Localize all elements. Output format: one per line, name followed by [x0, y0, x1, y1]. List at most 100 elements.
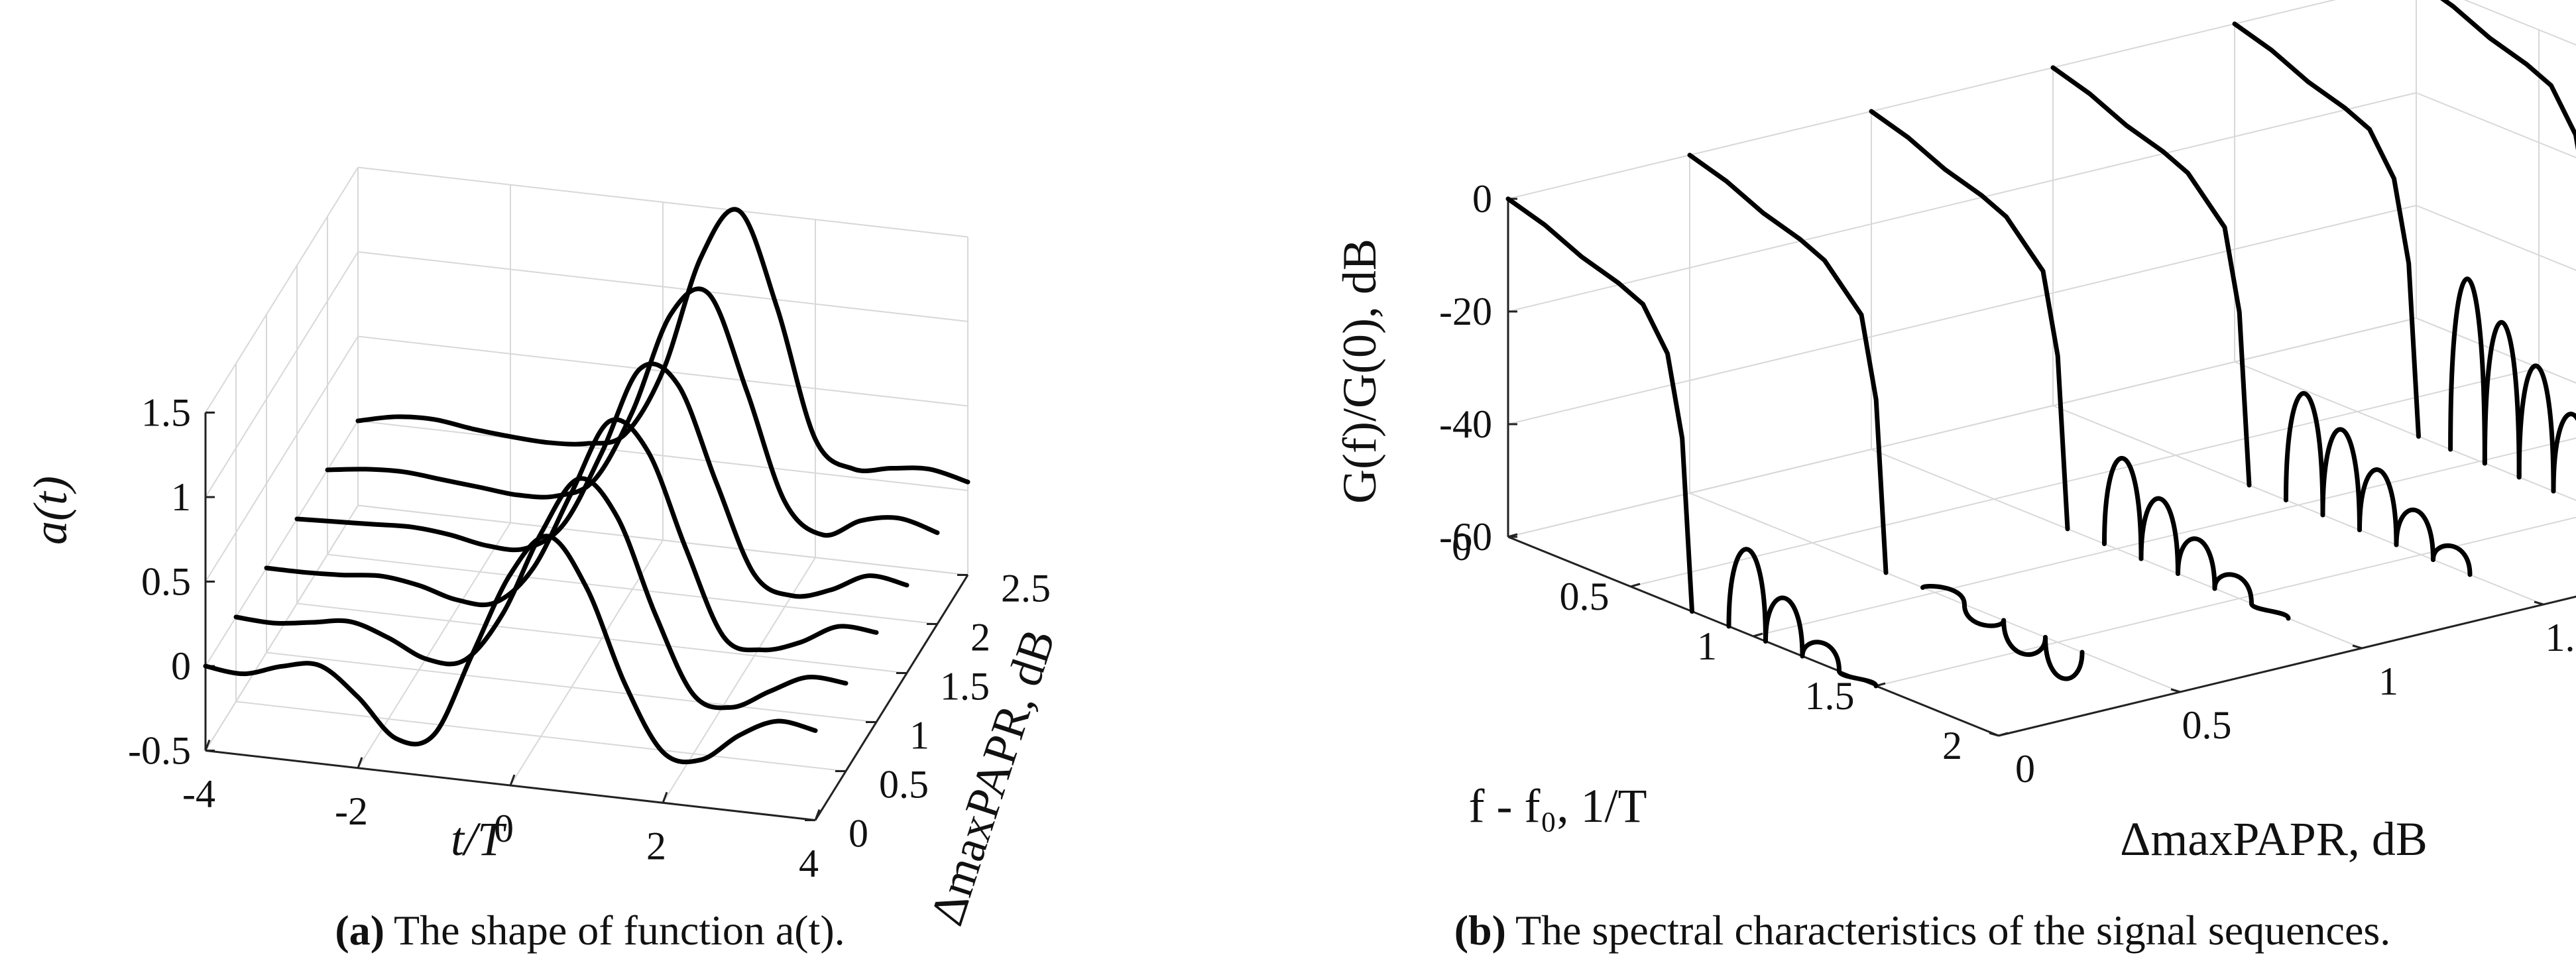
x-tick	[1998, 732, 2009, 737]
series-lobe-b	[2102, 455, 2144, 561]
series-line-a	[233, 476, 849, 710]
caption-b: (b) The spectral characteristics of the s…	[1454, 907, 2391, 954]
x-tick	[814, 809, 821, 821]
z-tick-label: 0	[1472, 177, 1492, 221]
x-tick	[357, 757, 363, 769]
series-lobe-b	[2516, 363, 2556, 494]
x-tick	[662, 791, 668, 803]
series-lobe-b	[2212, 572, 2254, 606]
grid-line	[2416, 92, 2576, 158]
z-tick-label: -20	[1439, 290, 1492, 333]
z-tick-label: 0.5	[141, 560, 191, 604]
series-lobe-b	[2320, 427, 2362, 532]
y-tick	[2534, 600, 2544, 606]
panel-a-xlabel: t/T	[451, 813, 507, 866]
grid-line	[357, 166, 968, 238]
grid-line	[1507, 0, 2337, 199]
series-lobe-b	[2284, 391, 2325, 518]
series-line-a	[264, 417, 879, 653]
y-tick-label: 2	[970, 616, 990, 659]
y-tick-label: 0.5	[879, 763, 929, 807]
z-tick-label: -40	[1439, 402, 1492, 446]
x-tick	[1753, 632, 1763, 638]
x-tick-label: -2	[335, 789, 368, 833]
series-lobe-b	[2551, 412, 2576, 494]
series-lobe-b	[2176, 536, 2217, 591]
series-lobe-b	[2431, 543, 2473, 577]
series-lobe-b	[2394, 507, 2435, 562]
x-tick	[509, 774, 516, 786]
x-tick-label: -4	[182, 772, 215, 816]
grid-line	[2416, 317, 2576, 384]
z-tick-label: -60	[1439, 515, 1492, 559]
y-axis	[1998, 595, 2576, 737]
grid-line	[1507, 92, 2417, 312]
grid-line	[235, 701, 847, 772]
caption-b-text: The spectral characteristics of the sign…	[1515, 907, 2390, 954]
grid-line	[1875, 516, 2576, 687]
caption-a-label: (a)	[335, 907, 384, 954]
y-tick-label: 0.5	[2182, 703, 2232, 747]
panel-b-ylabel: ΔmaxPAPR, dB	[2120, 813, 2428, 866]
series-passband-b	[2050, 65, 2252, 488]
grid-line	[205, 335, 359, 583]
grid-line	[205, 504, 359, 752]
z-tick-label: 1	[171, 475, 191, 519]
panel-a: -0.500.511.5-4 -2 0 2 400.511.522.5	[128, 166, 1051, 885]
y-tick	[2352, 644, 2363, 650]
grid-line	[1998, 596, 2576, 736]
y-tick-label: 0	[849, 812, 868, 856]
grid-line	[1630, 367, 2540, 587]
grid-line	[327, 553, 938, 625]
x-tick	[204, 739, 211, 752]
y-tick-label: 1.5	[2546, 616, 2576, 659]
x-tick-label: 2	[646, 824, 666, 868]
x-tick	[1507, 533, 1518, 538]
series-lobe-b	[1837, 669, 1879, 689]
grid-line	[205, 420, 359, 667]
grid-line	[296, 602, 907, 674]
grid-line	[357, 504, 968, 576]
grid-line	[2052, 405, 2544, 605]
caption-a: (a) The shape of function a(t).	[335, 907, 845, 954]
series-passband-b	[1687, 152, 1889, 575]
caption-b-label: (b)	[1454, 907, 1506, 954]
grid-line	[510, 539, 664, 786]
grid-line	[2234, 361, 2576, 501]
series-lobe-b	[2448, 276, 2487, 466]
series-lobe-b	[2249, 601, 2291, 621]
grid-line	[357, 251, 968, 322]
y-tick-label: 0	[2015, 747, 2035, 791]
z-tick-label: 1.5	[141, 391, 191, 435]
grid-line	[1507, 205, 2417, 425]
grid-line	[2416, 205, 2576, 271]
x-tick-label: 0	[1452, 525, 1472, 569]
series-line-a	[294, 361, 909, 599]
grid-line	[205, 166, 359, 414]
panel-a-zlabel: a(t)	[24, 476, 77, 545]
series-lobe-b	[1961, 602, 2007, 628]
series-passband-b	[1869, 109, 2070, 532]
z-tick-label: -0.5	[128, 729, 191, 773]
series-passband-b	[1505, 196, 1694, 614]
x-tick-label: 1	[1697, 624, 1717, 668]
panel-b-zlabel: G(f)/G(0), dB	[1333, 239, 1386, 504]
x-tick-label: 0	[494, 807, 514, 850]
y-tick	[1989, 732, 1999, 737]
series-line-a	[203, 534, 818, 765]
grid-line	[357, 420, 968, 491]
grid-line	[266, 652, 877, 723]
series-passband-b	[2232, 21, 2421, 439]
series-lobe-b	[1920, 584, 1967, 607]
y-tick-label: 1	[2378, 659, 2398, 703]
y-tick-label: 2.5	[1001, 567, 1051, 610]
x-tick-label: 1.5	[1805, 674, 1855, 718]
x-tick-label: 4	[799, 842, 819, 885]
grid-line	[1753, 437, 2576, 637]
series-lobe-b	[2043, 635, 2085, 681]
series-passband-b	[2440, 0, 2576, 150]
series-line-a	[355, 207, 970, 484]
y-tick	[2170, 688, 2181, 693]
x-tick	[1630, 583, 1641, 588]
